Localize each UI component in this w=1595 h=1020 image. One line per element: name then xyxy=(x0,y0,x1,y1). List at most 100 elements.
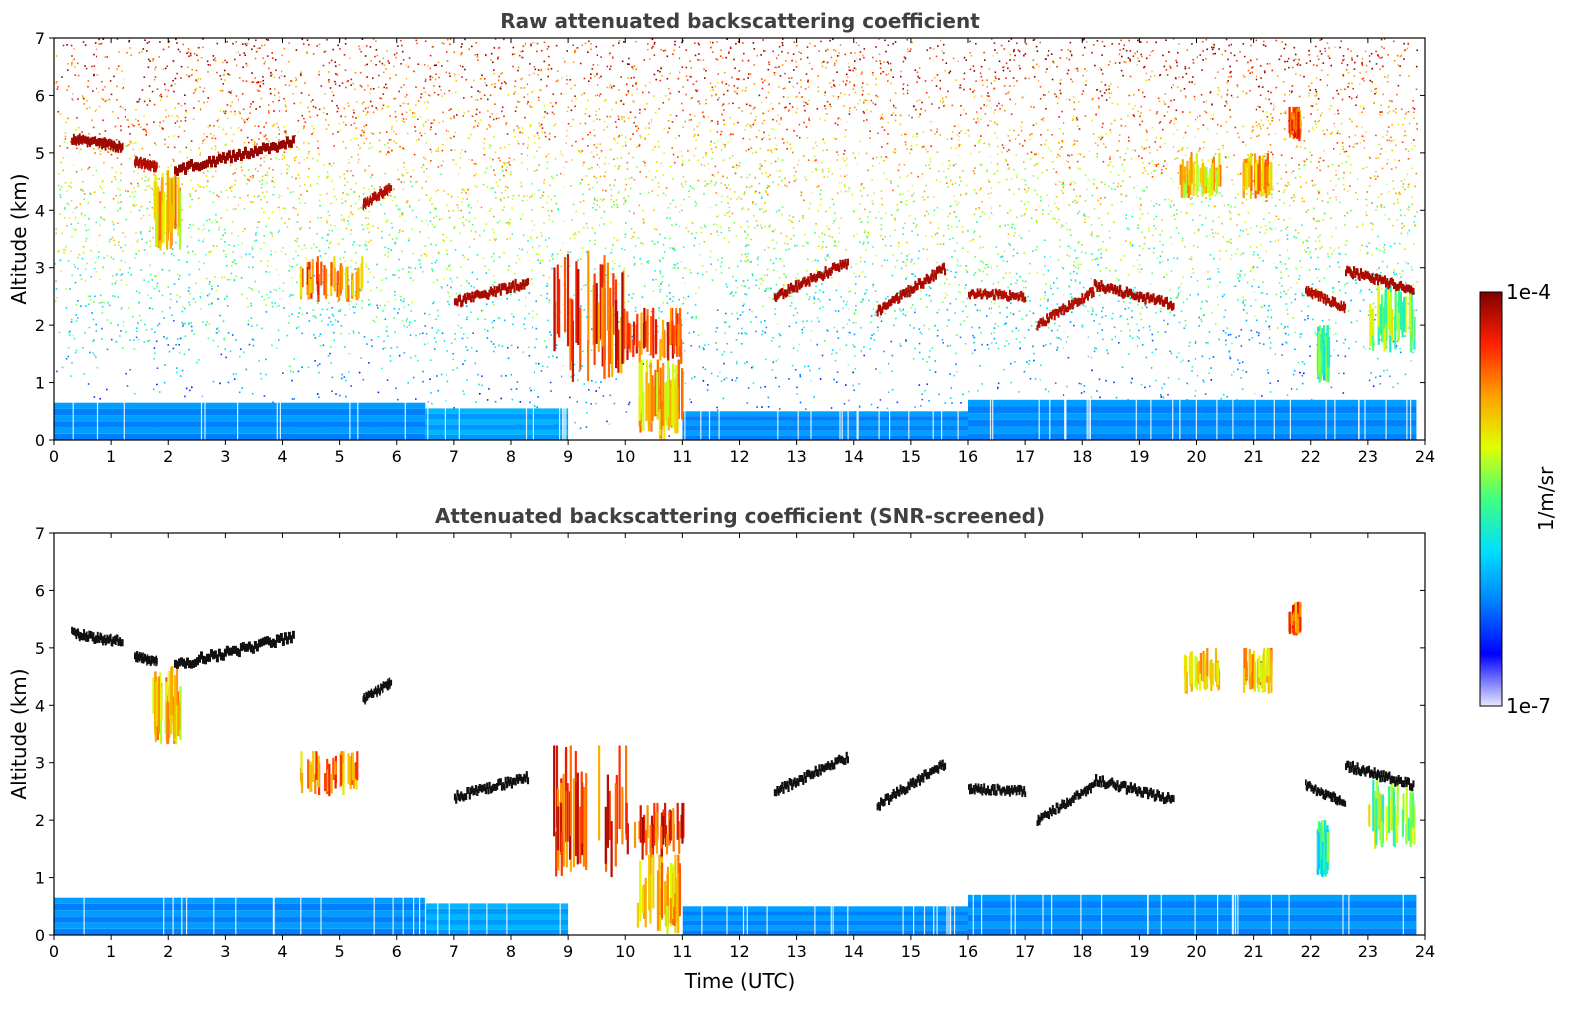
noise-speckle xyxy=(844,53,847,56)
noise-speckle xyxy=(1224,50,1227,52)
noise-speckle xyxy=(717,140,719,142)
noise-speckle xyxy=(403,148,406,150)
noise-speckle xyxy=(946,345,949,347)
noise-speckle xyxy=(848,69,850,71)
noise-speckle xyxy=(906,148,908,150)
noise-speckle xyxy=(595,402,597,405)
noise-speckle xyxy=(294,135,296,137)
noise-speckle xyxy=(750,185,753,187)
noise-speckle xyxy=(985,264,987,266)
noise-speckle xyxy=(653,43,656,45)
noise-speckle xyxy=(287,322,290,324)
noise-speckle xyxy=(1177,51,1179,54)
noise-speckle xyxy=(594,197,596,200)
noise-speckle xyxy=(844,93,846,96)
noise-speckle xyxy=(372,319,374,322)
noise-speckle xyxy=(217,298,220,300)
noise-speckle xyxy=(673,49,675,52)
noise-speckle xyxy=(721,104,724,107)
noise-speckle xyxy=(415,398,417,400)
noise-speckle xyxy=(129,47,131,49)
noise-speckle xyxy=(485,272,488,274)
noise-speckle xyxy=(622,103,625,105)
noise-speckle xyxy=(790,220,793,222)
noise-speckle xyxy=(1250,44,1252,47)
noise-speckle xyxy=(815,169,818,171)
noise-speckle xyxy=(382,310,384,312)
noise-speckle xyxy=(785,106,787,108)
noise-speckle xyxy=(647,43,649,45)
noise-speckle xyxy=(1208,357,1211,360)
noise-speckle xyxy=(768,185,770,188)
noise-speckle xyxy=(456,276,458,279)
noise-speckle xyxy=(366,76,368,78)
noise-speckle xyxy=(1129,50,1132,52)
noise-speckle xyxy=(1141,344,1144,346)
noise-speckle xyxy=(177,102,180,105)
noise-speckle xyxy=(609,221,612,224)
noise-speckle xyxy=(1083,390,1086,393)
noise-speckle xyxy=(1082,74,1084,77)
noise-speckle xyxy=(920,405,922,407)
noise-speckle xyxy=(1208,331,1211,333)
noise-speckle xyxy=(1126,147,1129,150)
noise-speckle xyxy=(1101,126,1104,129)
noise-speckle xyxy=(303,117,305,120)
noise-speckle xyxy=(962,310,964,313)
noise-speckle xyxy=(1141,307,1144,309)
noise-speckle xyxy=(360,207,362,209)
noise-speckle xyxy=(1371,253,1373,256)
noise-speckle xyxy=(1142,248,1144,250)
noise-speckle xyxy=(902,261,904,263)
noise-speckle xyxy=(1025,43,1028,45)
noise-speckle xyxy=(1359,310,1361,312)
noise-speckle xyxy=(490,144,492,147)
noise-speckle xyxy=(817,75,819,78)
noise-speckle xyxy=(1303,249,1306,251)
noise-speckle xyxy=(620,157,623,159)
noise-speckle xyxy=(162,68,165,71)
noise-speckle xyxy=(929,221,932,224)
noise-speckle xyxy=(328,163,331,165)
noise-speckle xyxy=(358,198,360,201)
noise-speckle xyxy=(1015,154,1017,156)
noise-speckle xyxy=(832,222,835,225)
noise-speckle xyxy=(386,219,389,222)
noise-speckle xyxy=(247,323,250,326)
noise-speckle xyxy=(1048,91,1050,93)
noise-speckle xyxy=(1404,248,1406,250)
noise-speckle xyxy=(987,266,990,268)
noise-speckle xyxy=(871,263,874,265)
noise-speckle xyxy=(1063,122,1065,124)
noise-speckle xyxy=(965,265,968,267)
noise-speckle xyxy=(729,188,731,191)
noise-speckle xyxy=(796,82,799,85)
noise-speckle xyxy=(585,108,587,110)
noise-speckle xyxy=(741,253,743,256)
noise-speckle xyxy=(179,51,181,53)
noise-speckle xyxy=(112,275,114,277)
noise-speckle xyxy=(838,227,841,230)
noise-speckle xyxy=(1153,218,1155,220)
noise-speckle xyxy=(1342,148,1345,150)
noise-speckle xyxy=(1359,291,1361,294)
noise-speckle xyxy=(269,291,272,293)
noise-speckle xyxy=(966,316,969,318)
noise-speckle xyxy=(985,105,988,107)
noise-speckle xyxy=(836,71,838,73)
noise-speckle xyxy=(1240,253,1242,256)
noise-speckle xyxy=(759,278,761,280)
noise-speckle xyxy=(657,69,659,72)
noise-speckle xyxy=(229,92,232,94)
noise-speckle xyxy=(1238,362,1241,364)
noise-speckle xyxy=(682,302,684,305)
noise-speckle xyxy=(1076,201,1079,203)
noise-speckle xyxy=(1214,205,1216,208)
noise-speckle xyxy=(406,172,409,174)
noise-speckle xyxy=(328,302,330,304)
noise-speckle xyxy=(1287,288,1289,291)
noise-speckle xyxy=(903,164,906,166)
noise-speckle xyxy=(1341,162,1343,165)
noise-speckle xyxy=(528,387,531,389)
noise-speckle xyxy=(1319,169,1321,172)
